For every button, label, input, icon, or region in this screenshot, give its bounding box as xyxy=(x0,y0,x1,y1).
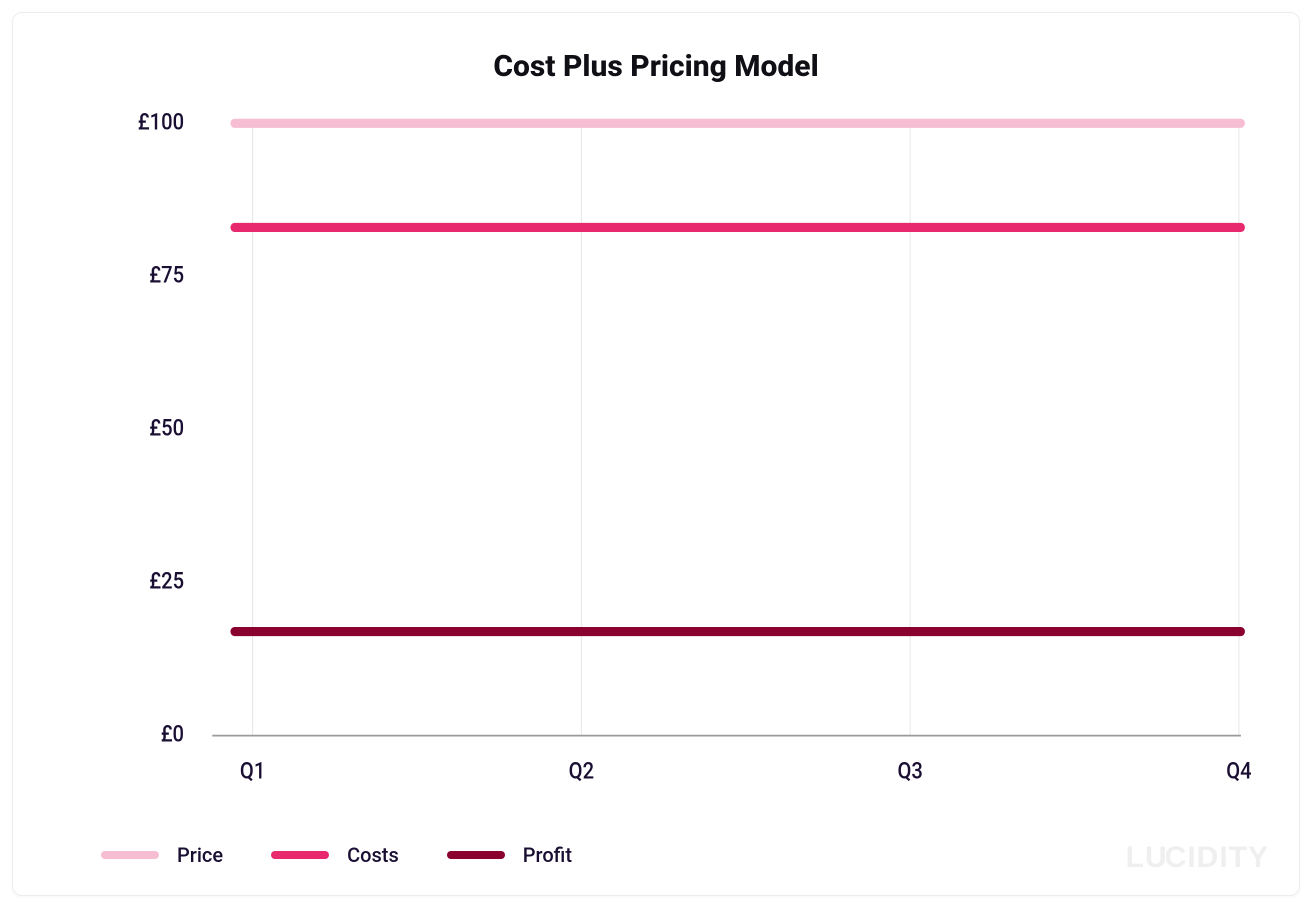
ytick-label: £75 xyxy=(149,262,184,288)
legend-swatch xyxy=(447,851,505,859)
xtick-label: Q2 xyxy=(569,759,594,785)
chart-card: Cost Plus Pricing Model £0 £25 £50 £75 £100 Q… xyxy=(12,12,1300,896)
ytick-label: £25 xyxy=(149,568,184,594)
ytick-label: £50 xyxy=(149,415,184,441)
chart-title: Cost Plus Pricing Model xyxy=(61,49,1251,84)
xtick-label: Q3 xyxy=(897,759,922,785)
ytick-label: £100 xyxy=(138,112,184,136)
xtick-label: Q4 xyxy=(1226,759,1251,785)
legend-label: Profit xyxy=(523,843,572,867)
legend-swatch xyxy=(101,851,159,859)
legend-item-profit: Profit xyxy=(447,843,572,867)
legend-label: Price xyxy=(177,843,223,867)
line-chart-svg: £0 £25 £50 £75 £100 Q1 Q2 Q3 Q4 xyxy=(61,112,1251,815)
legend-label: Costs xyxy=(347,843,399,867)
brand-watermark: LUCIDITY xyxy=(1126,841,1269,875)
legend: Price Costs Profit xyxy=(61,843,1251,867)
legend-swatch xyxy=(271,851,329,859)
plot-area: £0 £25 £50 £75 £100 Q1 Q2 Q3 Q4 xyxy=(61,112,1251,815)
legend-item-price: Price xyxy=(101,843,223,867)
xtick-label: Q1 xyxy=(240,759,265,785)
ytick-label: £0 xyxy=(161,722,184,748)
legend-item-costs: Costs xyxy=(271,843,399,867)
